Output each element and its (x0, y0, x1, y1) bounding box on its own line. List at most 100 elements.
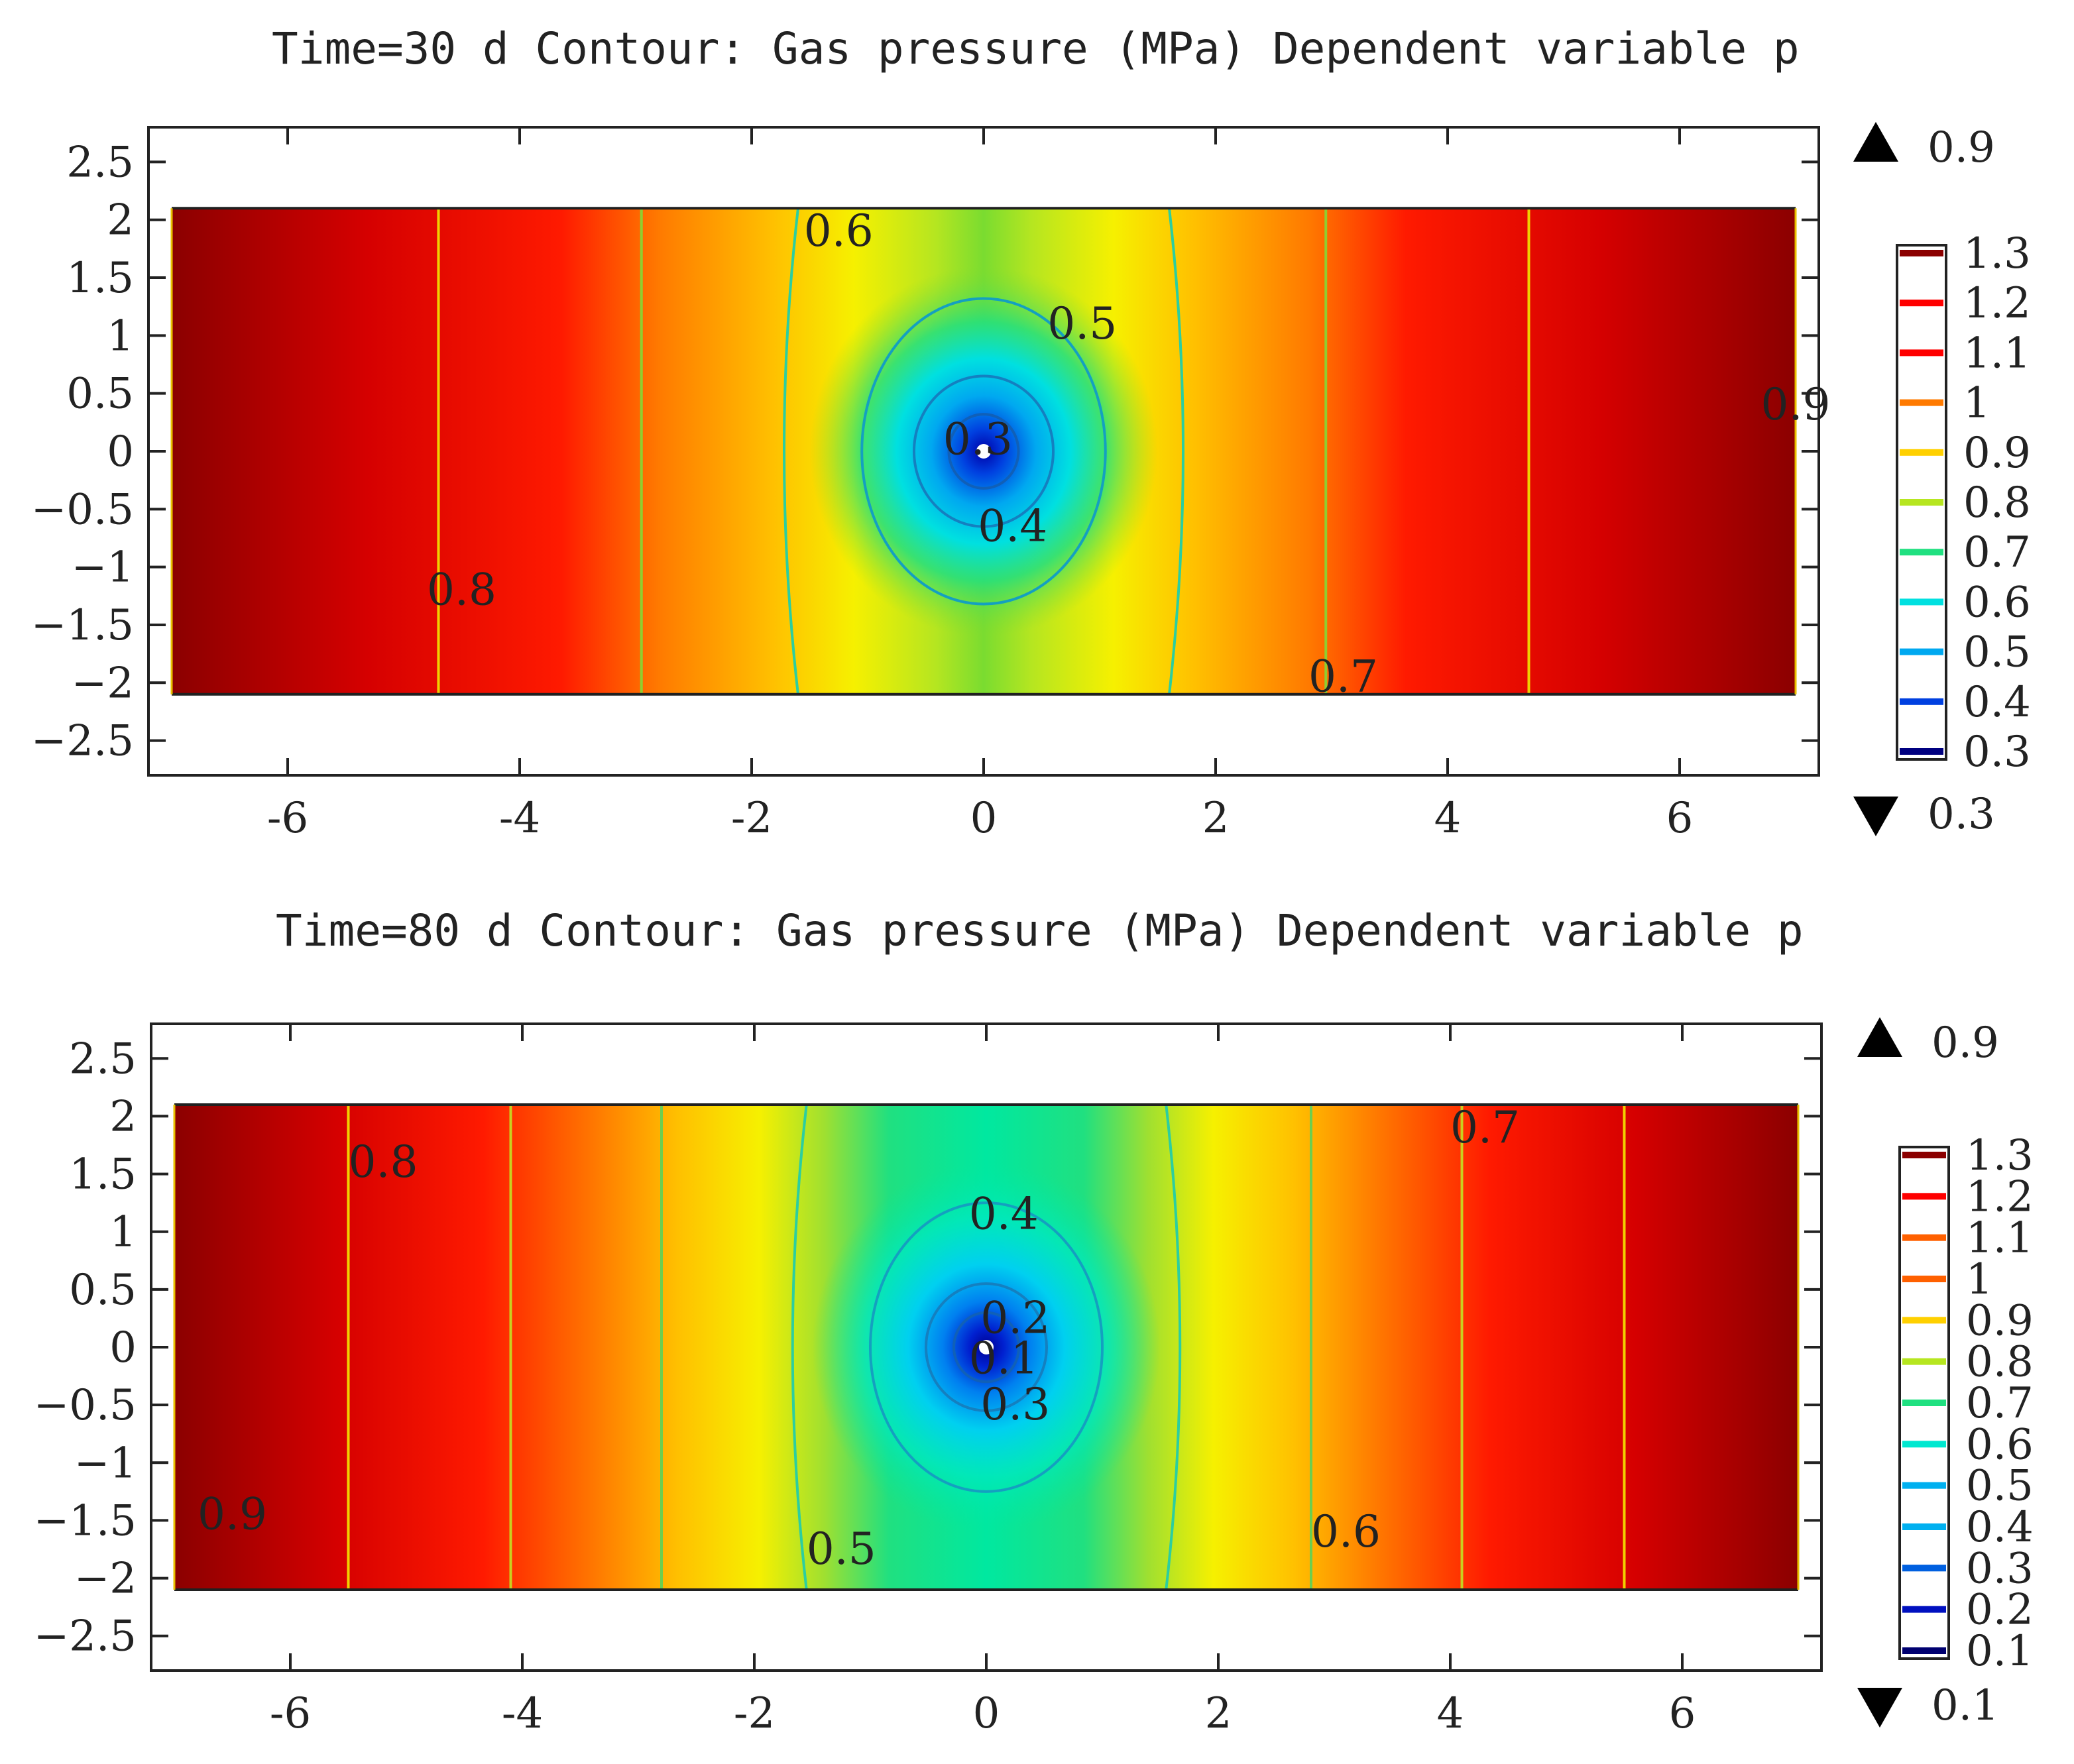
contour-line (952, 1311, 1020, 1384)
borehole-marker (979, 1340, 994, 1354)
max-triangle-icon (1857, 1017, 1902, 1057)
contour-label: 0.6 (1311, 1506, 1381, 1557)
colorbar-swatch (1902, 1193, 1946, 1200)
x-tick-label: -4 (499, 794, 540, 843)
borehole-marker (976, 444, 991, 459)
colorbar-tick-label: 1.2 (1963, 279, 2031, 328)
colorbar-swatch (1902, 1400, 1946, 1406)
y-tick-label: −2 (72, 659, 134, 708)
contour-line (1168, 208, 1184, 694)
colorbar-tick-label: 0.3 (1966, 1544, 2034, 1593)
colorbar-swatch (1902, 1647, 1946, 1654)
colorbar-swatch (1902, 1152, 1946, 1158)
colorbar-tick-label: 1 (1966, 1255, 1993, 1304)
contour-label: 0.4 (978, 501, 1047, 552)
contour-label: 0.7 (1308, 651, 1378, 702)
contour-label: 0.1 (969, 1333, 1039, 1384)
colorbar-tick-label: 0.3 (1963, 728, 2031, 777)
y-tick-label: −0.5 (34, 1381, 137, 1430)
y-tick-label: 2 (107, 196, 134, 245)
colorbar-tick-label: 0.4 (1963, 678, 2031, 727)
colorbar-tick-label: 0.5 (1963, 628, 2031, 677)
y-tick-label: 2 (109, 1092, 137, 1141)
colorbar-swatch (1900, 349, 1943, 357)
contour-label: 0.3 (980, 1379, 1050, 1430)
colorbar-tick-label: 0.4 (1966, 1503, 2034, 1552)
contour-line (869, 1201, 1104, 1493)
contour-line (860, 297, 1107, 606)
colorbar-tick-label: 0.6 (1963, 578, 2031, 627)
colorbar-tick-label: 0.2 (1966, 1586, 2034, 1635)
y-tick-label: −2 (74, 1555, 137, 1604)
x-tick-label: -4 (502, 1689, 543, 1738)
contour-plot-svg: Time=30 d Contour: Gas pressure (MPa) De… (31, 23, 2031, 843)
contour-line (791, 1104, 808, 1590)
colorbar-swatch (1902, 1234, 1946, 1241)
x-tick-label: 2 (1202, 794, 1230, 843)
colorbar: 1.31.21.110.90.80.70.60.50.40.30.20.10.9… (1857, 1017, 2034, 1730)
y-tick-label: 2.5 (66, 138, 134, 187)
contour-line (947, 413, 1020, 490)
contour-label: 0.2 (980, 1292, 1050, 1343)
colorbar-tick-label: 0.6 (1966, 1420, 2034, 1469)
y-tick-label: 0 (109, 1323, 137, 1372)
plot-title: Time=30 d Contour: Gas pressure (MPa) De… (272, 23, 1800, 74)
plot-title: Time=80 d Contour: Gas pressure (MPa) De… (276, 905, 1804, 956)
contour-line (925, 1282, 1048, 1412)
max-triangle-icon (1853, 122, 1898, 162)
min-triangle-icon (1857, 1688, 1902, 1728)
colorbar-swatch (1900, 399, 1943, 406)
surface-max-label: 0.9 (1931, 1019, 1999, 1068)
colorbar-tick-label: 1.3 (1963, 229, 2031, 278)
colorbar-tick-label: 1.2 (1966, 1172, 2034, 1221)
colorbar-swatch (1900, 449, 1943, 456)
colorbar-swatch (1900, 648, 1943, 655)
y-tick-label: 1 (107, 311, 134, 360)
y-tick-label: 0.5 (69, 1266, 137, 1315)
y-tick-label: 2.5 (69, 1034, 137, 1083)
colorbar-swatch (1902, 1565, 1946, 1572)
contour-label: 0.8 (427, 565, 496, 616)
colorbar-tick-label: 1.1 (1966, 1214, 2034, 1263)
y-tick-label: −1.5 (31, 601, 134, 650)
contour-label: 0.7 (1450, 1102, 1520, 1153)
x-tick-label: -2 (734, 1689, 775, 1738)
colorbar-swatch (1902, 1358, 1946, 1365)
colorbar-swatch (1900, 499, 1943, 506)
colorbar-swatch (1902, 1606, 1946, 1613)
colorbar-tick-label: 0.8 (1966, 1338, 2034, 1387)
contour-label: 0.8 (349, 1136, 418, 1187)
x-tick-label: 6 (1666, 794, 1694, 843)
contour-line (1165, 1104, 1182, 1590)
contour-label: 0.3 (943, 414, 1013, 465)
x-tick-label: 0 (973, 1689, 1000, 1738)
x-tick-label: -6 (267, 794, 308, 843)
x-tick-label: 4 (1434, 794, 1462, 843)
colorbar-tick-label: 0.7 (1966, 1379, 2034, 1428)
colorbar-swatch (1900, 598, 1943, 606)
colorbar-tick-label: 0.1 (1966, 1627, 2034, 1676)
x-tick-label: 2 (1205, 1689, 1232, 1738)
surface-min-label: 0.1 (1931, 1681, 1999, 1730)
x-tick-label: 6 (1669, 1689, 1696, 1738)
y-tick-label: −0.5 (31, 485, 134, 534)
x-tick-label: -2 (731, 794, 772, 843)
colorbar-swatch (1902, 1317, 1946, 1324)
contour-label: 0.5 (807, 1523, 876, 1574)
y-tick-label: −1 (72, 543, 134, 592)
colorbar-tick-label: 0.5 (1966, 1462, 2034, 1511)
colorbar-tick-label: 0.9 (1966, 1296, 2034, 1345)
x-tick-label: 0 (970, 794, 998, 843)
surface-min-label: 0.3 (1928, 790, 1995, 839)
plot-area: 0.60.50.30.40.80.70.9-6 -4 -2 0 2 4 62.521.510… (31, 126, 1830, 843)
colorbar-tick-label: 1.3 (1966, 1131, 2034, 1180)
colorbar-swatch (1902, 1276, 1946, 1282)
colorbar-tick-label: 1 (1963, 379, 1990, 428)
colorbar-swatch (1900, 748, 1943, 755)
contour-label: 0.5 (1047, 298, 1117, 349)
y-tick-label: 0.5 (66, 370, 134, 419)
colorbar-swatch (1902, 1482, 1946, 1489)
x-tick-label: 4 (1437, 1689, 1464, 1738)
colorbar-swatch (1900, 300, 1943, 307)
x-tick-label: -6 (270, 1689, 311, 1738)
